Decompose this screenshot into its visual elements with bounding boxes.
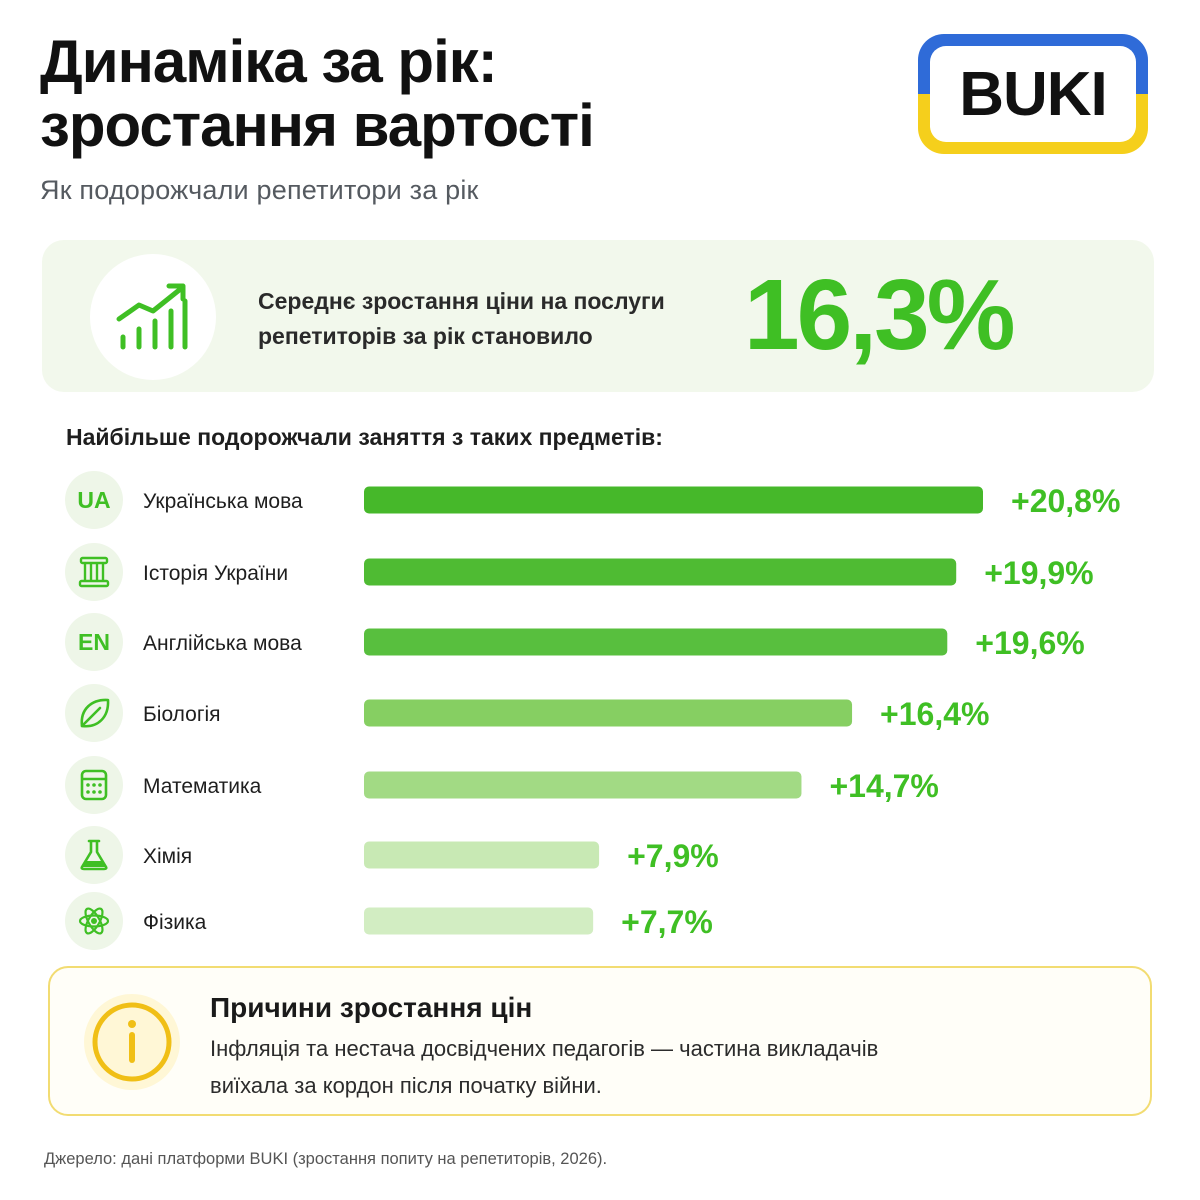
subject-label: Історія України <box>143 562 288 585</box>
subject-label: Фізика <box>143 911 207 934</box>
reasons-card: Причини зростання цін Інфляція та нестач… <box>48 966 1152 1116</box>
summary-value: 16,3% <box>744 259 1016 371</box>
bar <box>364 628 948 656</box>
bar <box>364 558 957 586</box>
reasons-body: Інфляція та нестача досвідчених педагогі… <box>210 1030 1010 1104</box>
reasons-body-line-2: виїхала за кордон після початку війни. <box>210 1073 602 1098</box>
subject-label: Англійська мова <box>143 632 302 655</box>
logo-text: BUKI <box>959 59 1108 129</box>
bar <box>364 841 600 869</box>
subject-row: UA Українська мова +20,8% <box>65 471 1120 529</box>
section-title: Найбільше подорожчали заняття з таких пр… <box>66 424 663 450</box>
reasons-body-line-1: Інфляція та нестача досвідчених педагогі… <box>210 1036 879 1061</box>
summary-card: Середнє зростання ціни на послуги репети… <box>42 240 1154 392</box>
bar-value-label: +19,9% <box>984 555 1093 591</box>
growth-chart-icon <box>90 254 216 380</box>
language-badge-icon: EN <box>65 613 123 671</box>
subject-row: Історія України +19,9% <box>65 543 1094 601</box>
calculator-icon <box>65 756 123 814</box>
subject-row: Фізика +7,7% <box>65 892 713 950</box>
bar-value-label: +14,7% <box>829 768 938 804</box>
subject-badge-label: EN <box>78 629 110 655</box>
atom-icon <box>65 892 123 950</box>
page-subtitle: Як подорожчали репетитори за рік <box>40 175 479 205</box>
bar-value-label: +7,9% <box>627 838 719 874</box>
leaf-icon <box>65 684 123 742</box>
info-icon <box>84 994 180 1090</box>
bar <box>364 699 853 727</box>
subject-row: Хімія +7,9% <box>65 826 719 884</box>
source-note: Джерело: дані платформи BUKI (зростання … <box>44 1150 608 1168</box>
subject-row: EN Англійська мова +19,6% <box>65 613 1085 671</box>
reasons-heading: Причини зростання цін <box>210 992 533 1023</box>
bar <box>364 486 983 514</box>
title-line-2: зростання вартості <box>40 92 595 159</box>
title-line-1: Динаміка за рік: <box>40 28 498 95</box>
logo-inner: BUKI <box>930 46 1136 142</box>
buki-logo: BUKI <box>918 34 1148 154</box>
bar-value-label: +7,7% <box>621 904 713 940</box>
bar-value-label: +19,6% <box>975 625 1084 661</box>
subject-label: Хімія <box>143 845 192 868</box>
language-badge-icon: UA <box>65 471 123 529</box>
subject-row: Математика +14,7% <box>65 756 939 814</box>
bar <box>364 771 802 799</box>
page-title: Динаміка за рік: зростання вартості <box>40 30 800 158</box>
bar <box>364 907 594 935</box>
bar-value-label: +16,4% <box>880 696 989 732</box>
flask-icon <box>65 826 123 884</box>
subject-label: Біологія <box>143 703 221 726</box>
subject-label: Українська мова <box>143 490 303 513</box>
subject-row: Біологія +16,4% <box>65 684 989 742</box>
subject-label: Математика <box>143 775 262 798</box>
columns-icon <box>65 543 123 601</box>
summary-text: Середнє зростання ціни на послуги репети… <box>258 284 728 354</box>
bar-value-label: +20,8% <box>1011 483 1120 519</box>
subject-badge-label: UA <box>77 487 110 513</box>
summary-text-line-1: Середнє зростання ціни на послуги <box>258 288 665 314</box>
summary-text-line-2: репетиторів за рік становило <box>258 323 593 349</box>
